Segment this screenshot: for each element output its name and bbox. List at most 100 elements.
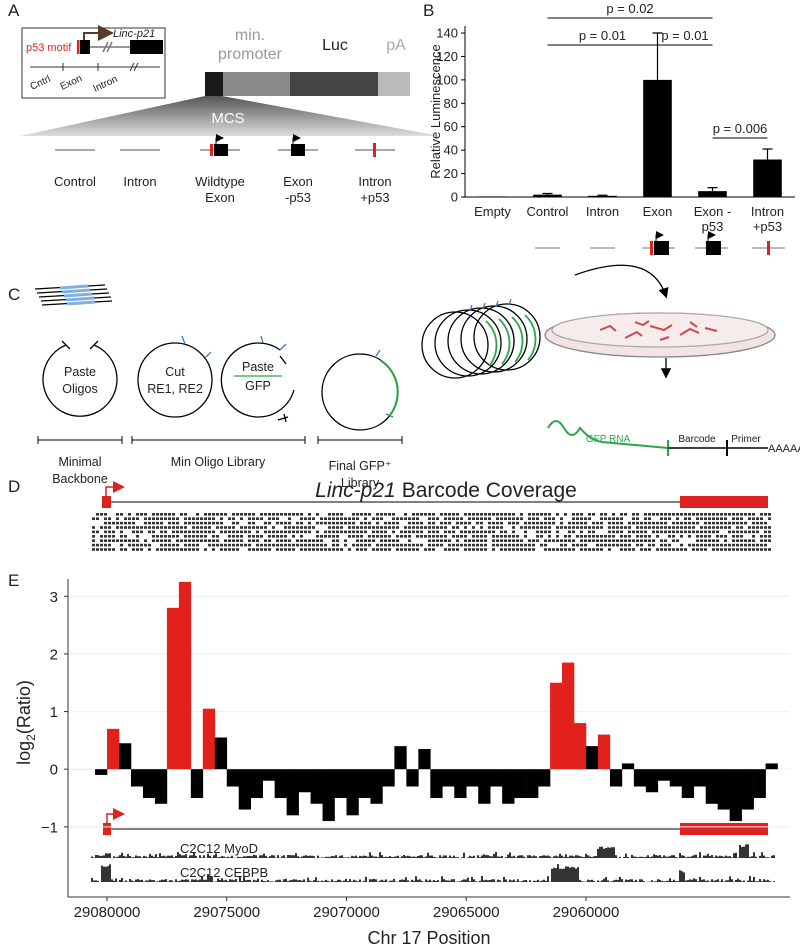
chip-signal	[91, 844, 775, 858]
barcode-read	[372, 548, 375, 551]
barcode-read	[136, 539, 139, 542]
barcode-read	[316, 530, 319, 534]
barcode-read	[112, 521, 115, 525]
barcode-read	[176, 543, 179, 547]
barcode-read	[592, 513, 595, 516]
barcode-read	[724, 543, 727, 547]
barcode-read	[268, 548, 271, 551]
ratio-bar	[394, 746, 407, 770]
barcode-read	[748, 513, 751, 516]
barcode-read	[664, 521, 667, 525]
barcode-read	[404, 513, 407, 516]
barcode-read	[728, 526, 731, 529]
barcode-read	[360, 539, 363, 542]
construct-label: +p53	[360, 190, 389, 205]
barcode-read	[396, 526, 399, 529]
tss-arrow	[106, 808, 125, 823]
barcode-read	[252, 521, 255, 525]
barcode-read	[584, 535, 587, 538]
ratio-bar	[717, 769, 730, 810]
barcode-read	[744, 521, 747, 525]
barcode-read	[368, 535, 371, 538]
barcode-read	[412, 526, 415, 529]
barcode-read	[184, 517, 187, 520]
barcode-read	[372, 535, 375, 538]
barcode-read	[680, 530, 683, 534]
error-bar	[597, 194, 608, 196]
barcode-read	[692, 548, 695, 551]
barcode-read	[336, 517, 339, 520]
barcode-read	[152, 517, 155, 520]
region-ticks	[62, 62, 139, 72]
barcode-read	[124, 548, 127, 551]
barcode-read	[264, 526, 267, 529]
panel-d: Linc-p21 Barcode Coverage	[92, 479, 771, 551]
barcode-read	[588, 530, 591, 534]
exon-box	[291, 144, 305, 156]
barcode-read	[248, 539, 251, 542]
barcode-read	[468, 548, 471, 551]
barcode-read	[452, 517, 455, 520]
curved-arrow	[574, 264, 669, 299]
barcode-read	[496, 539, 499, 542]
barcode-read	[128, 521, 131, 525]
d-title: Linc-p21 Barcode Coverage	[315, 479, 577, 502]
mcs-segment	[205, 72, 223, 96]
ratio-bar	[669, 769, 683, 787]
ratio-bar	[765, 763, 778, 770]
barcode-read	[564, 513, 567, 516]
barcode-read	[760, 526, 763, 529]
barcode-read	[136, 530, 139, 534]
barcode-read	[132, 521, 135, 525]
barcode-read	[196, 513, 199, 516]
barcode-read	[224, 543, 227, 547]
barcode-read	[192, 535, 195, 538]
barcode-read	[252, 517, 255, 520]
barcode-read	[532, 517, 535, 520]
barcode-read	[260, 543, 263, 547]
barcode-read	[572, 521, 575, 525]
barcode-read	[568, 539, 571, 542]
barcode-read	[520, 517, 523, 520]
barcode-read	[176, 517, 179, 520]
barcode-read	[368, 521, 371, 525]
barcode-read	[624, 543, 627, 547]
x-tick-label: 29080000	[74, 904, 141, 921]
group-brackets	[37, 436, 403, 444]
barcode-read	[168, 521, 171, 525]
barcode-read	[312, 517, 315, 520]
barcode-read	[508, 521, 511, 525]
barcode-read	[200, 530, 203, 534]
barcode-read	[456, 521, 459, 525]
barcode-read	[428, 535, 431, 538]
barcode-read	[348, 517, 351, 520]
group-label: Final GFP⁺	[329, 459, 392, 473]
barcode-read	[492, 530, 495, 534]
barcode-read	[700, 530, 703, 534]
barcode-read	[192, 526, 195, 529]
d-title-gene: Linc-p21	[315, 479, 396, 502]
barcode-read	[172, 543, 175, 547]
mcs-wedge	[20, 96, 440, 136]
y-tick-label: 2	[50, 646, 58, 663]
ratio-bar	[538, 769, 551, 787]
barcode-read	[120, 513, 123, 516]
barcode-read	[504, 517, 507, 520]
barcode-read	[556, 535, 559, 538]
ratio-bar	[119, 743, 132, 770]
barcode-read	[688, 543, 691, 547]
barcode-read	[228, 530, 231, 534]
exon-box	[654, 241, 669, 255]
barcode-read	[428, 526, 431, 529]
barcode-read	[144, 543, 147, 547]
barcode-read	[460, 517, 463, 520]
barcode-read	[176, 548, 179, 551]
barcode-read	[164, 517, 167, 520]
barcode-read	[652, 513, 655, 516]
ratio-bar	[454, 769, 467, 799]
barcode-read	[664, 543, 667, 547]
barcode-read	[564, 539, 567, 542]
barcode-read	[668, 543, 671, 547]
barcode-read	[172, 517, 175, 520]
barcode-read	[604, 513, 607, 516]
